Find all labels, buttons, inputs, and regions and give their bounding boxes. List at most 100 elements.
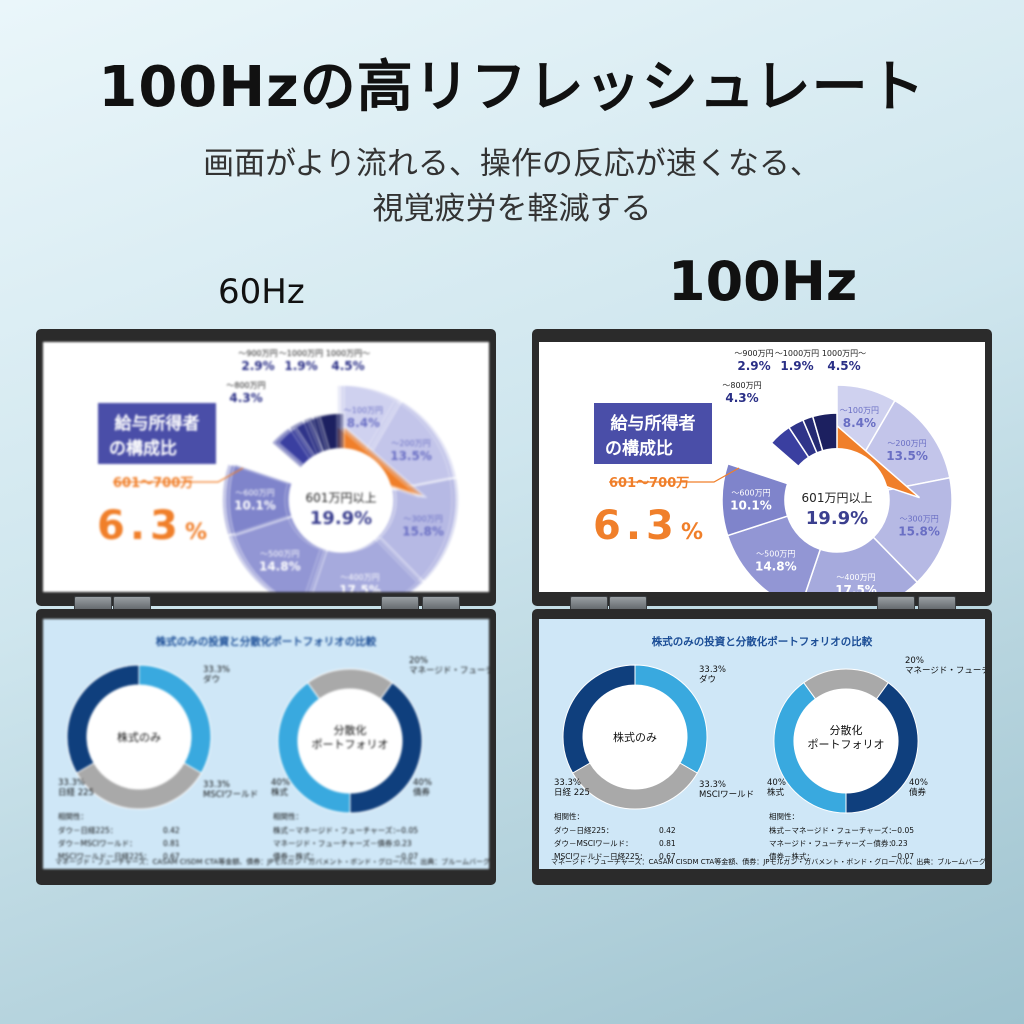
right-label-pct: 20% — [905, 656, 924, 666]
donut-segment — [277, 682, 351, 814]
highlight-label: 601～700万 — [113, 476, 193, 491]
title-box — [594, 403, 712, 464]
center-value: 19.9% — [806, 508, 868, 529]
segment-value: 13.5% — [390, 449, 432, 463]
corr-key: 株式－マネージド・フューチャーズ： — [273, 825, 400, 835]
pie-center — [785, 448, 889, 552]
center-label: 601万円以上 — [306, 491, 377, 505]
pie-segment — [312, 536, 426, 592]
left-label-pct: 33.3% — [58, 778, 85, 788]
pie-chart: 給与所得者 の構成比 601～700万 6.3 % 601万円以上 19.9% … — [97, 349, 460, 592]
corr-value: 0.81 — [163, 839, 180, 848]
segment-label: ～600万円 — [235, 489, 274, 498]
pie-title-2: の構成比 — [605, 438, 673, 459]
label-60hz: 60Hz — [218, 272, 305, 312]
corr-left-heading: 相関性： — [554, 811, 584, 821]
donut-hole — [87, 685, 191, 789]
donut-hole — [794, 689, 898, 793]
segment-value: 14.8% — [755, 559, 797, 573]
right-label-pct: 40% — [909, 778, 928, 788]
segment-label: ～900万円 — [238, 349, 277, 358]
left-label-name: 日経 225 — [58, 787, 94, 798]
corr-value: 0.23 — [395, 839, 412, 848]
pie-segment — [221, 462, 289, 537]
subline-2: 視覚疲労を軽減する — [372, 191, 652, 227]
highlight-leader — [113, 467, 244, 483]
left-label-pct: 33.3% — [554, 778, 581, 788]
top-bezel: 給与所得者 の構成比 601～700万 6.3 % 601万円以上 19.9% … — [36, 329, 496, 606]
corr-value: −0.07 — [891, 852, 914, 861]
right-label-pct: 40% — [413, 778, 432, 788]
segment-label: ～300万円 — [403, 515, 442, 524]
segment-label: ～800万円 — [226, 381, 265, 390]
segment-label: ～1000万円 — [775, 349, 819, 358]
segment-value: 1.9% — [284, 359, 317, 373]
headline: 100Hzの高リフレッシュレート — [98, 55, 926, 120]
segment-label: ～500万円 — [260, 549, 299, 558]
segment-label: ～900万円 — [734, 349, 773, 358]
pie-title-2: の構成比 — [109, 438, 177, 459]
segment-value: 17.5% — [835, 583, 877, 592]
corr-key: マネージド・フューチャーズ－債券： — [769, 838, 896, 848]
left-label-pct: 33.3% — [699, 780, 726, 790]
segment-value: 14.8% — [259, 559, 301, 573]
top-screen: 給与所得者 の構成比 601～700万 6.3 % 601万円以上 19.9% … — [43, 342, 489, 592]
left-label-name: MSCIワールド — [699, 790, 754, 800]
donut-hole — [583, 685, 687, 789]
corr-key: MSCIワールド－日経225： — [554, 851, 647, 861]
donut-hole — [298, 689, 402, 793]
corr-value: 0.23 — [891, 839, 908, 848]
corr-key: ダウ－日経225： — [58, 825, 117, 835]
segment-label: ～500万円 — [756, 549, 795, 558]
portfolio-title: 株式のみの投資と分散化ポートフォリオの比較 — [652, 635, 873, 648]
segment-label: ～100万円 — [344, 406, 383, 415]
left-label-name: ダウ — [699, 674, 716, 685]
highlight-unit: % — [185, 520, 207, 545]
segment-value: 15.8% — [898, 525, 940, 539]
segment-value: 4.3% — [229, 391, 262, 405]
right-donut-center-2: ポートフォリオ — [808, 738, 885, 751]
right-label-name: 株式 — [271, 787, 289, 798]
segment-label: ～300万円 — [899, 515, 938, 524]
right-label-name: 債券 — [909, 787, 927, 798]
corr-key: ダウ－MSCIワールド： — [554, 838, 633, 848]
corr-key: 株式－マネージド・フューチャーズ： — [769, 825, 896, 835]
corr-right-heading: 相関性： — [769, 811, 799, 821]
segment-label: ～600万円 — [731, 489, 770, 498]
segment-label: ～400万円 — [836, 573, 875, 582]
corr-key: 債券－株式： — [273, 851, 318, 861]
segment-label: ～200万円 — [887, 439, 926, 448]
donut-segment — [773, 682, 847, 814]
corr-right-heading: 相関性： — [273, 811, 303, 821]
corr-value: 0.81 — [659, 839, 676, 848]
footnote: マネージド・フューチャーズ：CASAM CISDM CTA等金額、債券：JPモル… — [551, 857, 985, 866]
footnote: マネージド・フューチャーズ：CASAM CISDM CTA等金額、債券：JPモル… — [55, 857, 489, 866]
center-value: 19.9% — [310, 508, 372, 529]
pie-center — [289, 448, 393, 552]
left-label-name: MSCIワールド — [203, 790, 258, 800]
title-box — [98, 403, 216, 464]
top-bezel: 給与所得者 の構成比 601～700万 6.3 % 601万円以上 19.9% … — [532, 329, 992, 606]
segment-label: ～100万円 — [840, 406, 879, 415]
center-label: 601万円以上 — [802, 491, 873, 505]
left-label-pct: 33.3% — [699, 665, 726, 675]
left-label-name: ダウ — [203, 674, 220, 685]
highlight-label: 601～700万 — [609, 476, 689, 491]
top-screen: 給与所得者 の構成比 601～700万 6.3 % 601万円以上 19.9% … — [539, 342, 985, 592]
right-label-name: マネージド・フューチャーズ — [905, 665, 985, 676]
label-100hz: 100Hz — [668, 250, 858, 313]
right-label-name: マネージド・フューチャーズ — [409, 665, 489, 676]
corr-value: −0.05 — [891, 826, 914, 835]
corr-value: −0.05 — [395, 826, 418, 835]
segment-value: 2.9% — [737, 359, 770, 373]
corr-key: ダウ－MSCIワールド： — [58, 838, 137, 848]
segment-value: 2.9% — [241, 359, 274, 373]
segment-label: ～1000万円 — [279, 349, 323, 358]
pie-title-1: 給与所得者 — [115, 413, 200, 434]
bottom-bezel: 株式のみの投資と分散化ポートフォリオの比較 株式のみ 分散化 ポートフォリオ 3… — [36, 609, 496, 885]
segment-value: 13.5% — [886, 449, 928, 463]
right-label-name: 株式 — [767, 787, 785, 798]
segment-value: 4.5% — [827, 359, 860, 373]
left-label-pct: 33.3% — [203, 665, 230, 675]
segment-value: 8.4% — [347, 416, 380, 430]
